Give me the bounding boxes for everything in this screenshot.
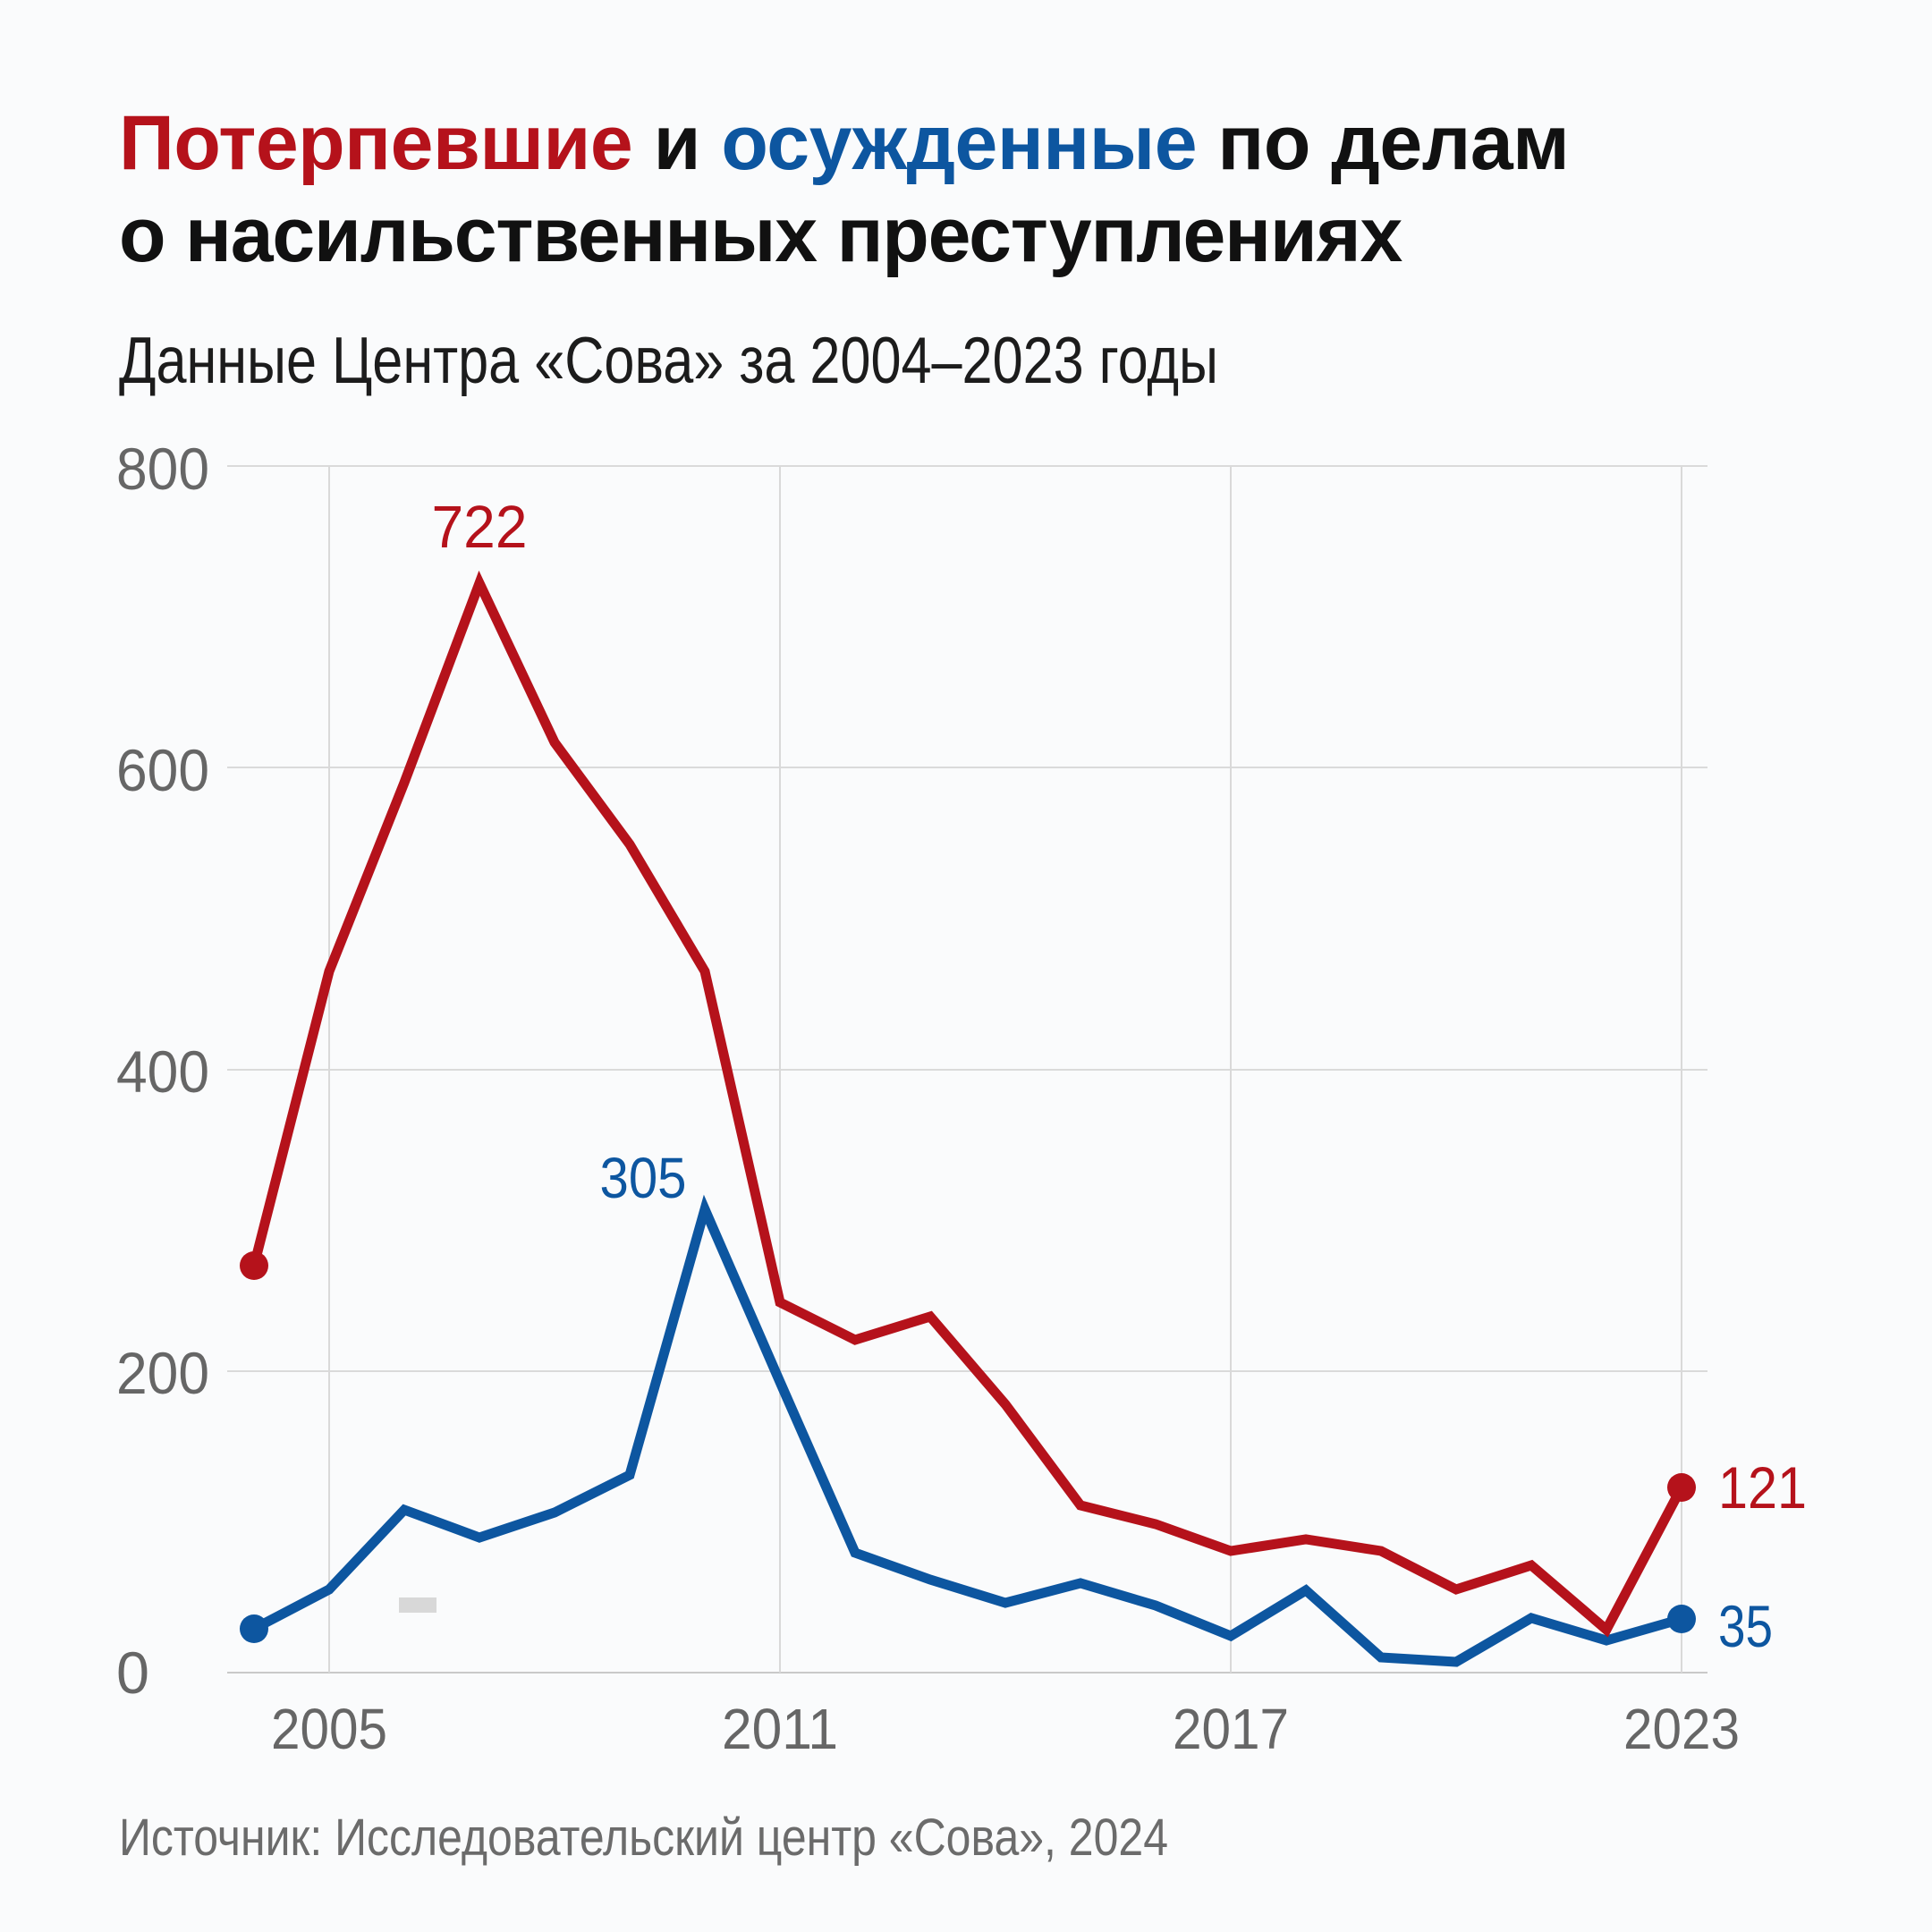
svg-text:400: 400 xyxy=(116,1038,209,1105)
svg-text:305: 305 xyxy=(600,1146,687,1210)
svg-text:Данные Центра «Сова» за 2004–2: Данные Центра «Сова» за 2004–2023 годы xyxy=(119,325,1218,397)
svg-text:600: 600 xyxy=(116,737,209,803)
svg-text:Потерпевшие и осужденные по де: Потерпевшие и осужденные по делам xyxy=(119,100,1569,186)
svg-text:2017: 2017 xyxy=(1173,1697,1289,1761)
svg-text:2023: 2023 xyxy=(1623,1697,1740,1761)
svg-text:35: 35 xyxy=(1718,1593,1773,1659)
svg-text:2005: 2005 xyxy=(271,1697,387,1761)
svg-text:о насильственных преступлениях: о насильственных преступлениях xyxy=(119,192,1403,278)
svg-text:200: 200 xyxy=(116,1340,209,1406)
svg-text:Источник: Исследовательский це: Источник: Исследовательский центр «Сова»… xyxy=(119,1809,1168,1867)
svg-text:0: 0 xyxy=(116,1640,149,1706)
svg-text:2011: 2011 xyxy=(722,1697,838,1761)
svg-text:121: 121 xyxy=(1718,1454,1807,1521)
svg-text:800: 800 xyxy=(116,436,209,502)
svg-text:722: 722 xyxy=(432,494,528,561)
